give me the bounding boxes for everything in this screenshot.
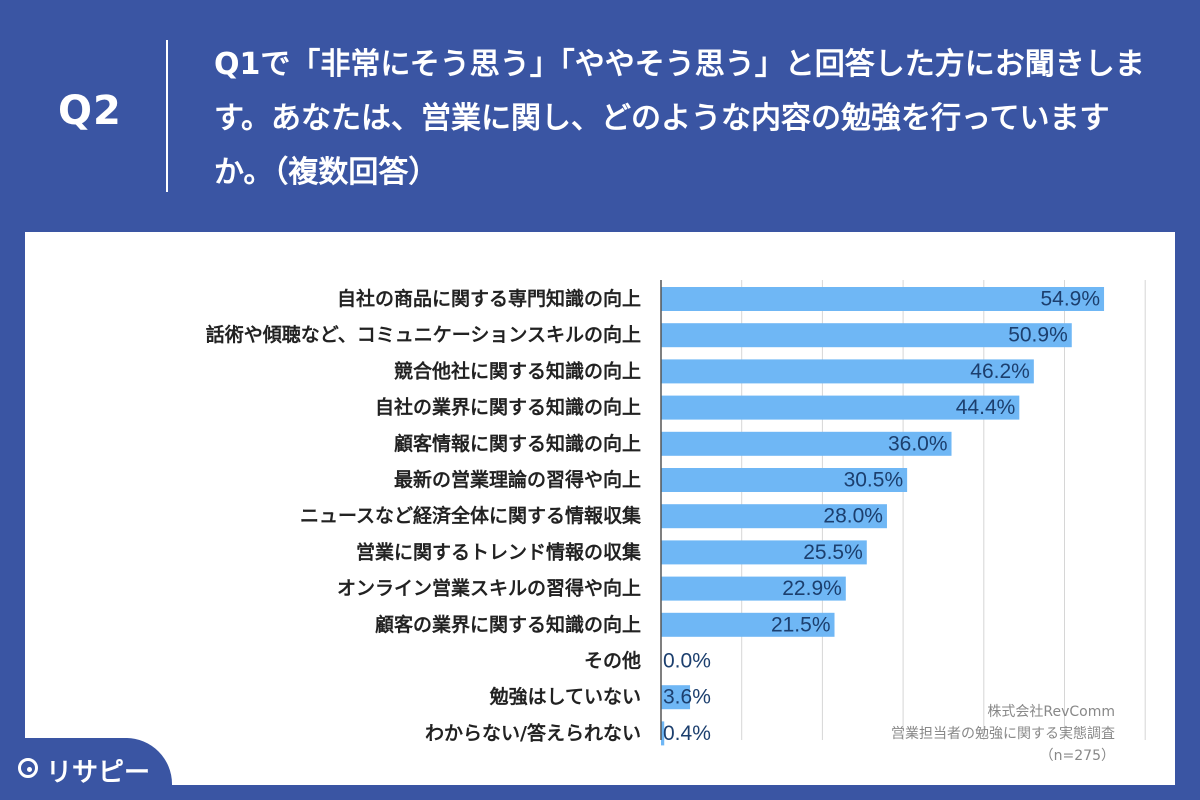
bar: [661, 323, 1072, 348]
source-sample-size: （n=275）: [1039, 748, 1115, 764]
value-label: 21.5%: [771, 613, 831, 636]
bar: [661, 395, 1020, 420]
bar-chart: 自社の商品に関する専門知識の向上 54.9% 話術や傾聴など、コミュニケーションスキ…: [206, 280, 1146, 746]
value-label: 30.5%: [844, 469, 904, 492]
value-label: 28.0%: [823, 505, 883, 528]
value-label: 50.9%: [1008, 324, 1068, 347]
bar: [661, 721, 665, 746]
value-label: 36.0%: [888, 432, 948, 455]
category-label: その他: [584, 649, 641, 672]
brand-logo: リサピー: [0, 738, 172, 800]
header-divider: [166, 40, 168, 192]
category-label: オンライン営業スキルの習得や向上: [337, 577, 641, 600]
bar: [661, 431, 952, 456]
bar: [661, 287, 1105, 311]
category-label: 最新の営業理論の習得や向上: [394, 468, 641, 491]
value-label: 22.9%: [782, 577, 842, 600]
value-label: 0.4%: [663, 722, 711, 745]
category-label: 顧客情報に関する知識の向上: [394, 432, 641, 455]
category-label: 勉強はしていない: [489, 685, 641, 708]
category-label: 話術や傾聴など、コミュニケーションスキルの向上: [206, 323, 641, 346]
value-label: 54.9%: [1040, 288, 1100, 311]
bar: [661, 685, 691, 710]
source-survey: 営業担当者の勉強に関する実態調査: [891, 726, 1115, 742]
logo-text: リサピー: [46, 758, 151, 788]
category-label: 営業に関するトレンド情報の収集: [356, 540, 642, 563]
category-label: ニュースなど経済全体に関する情報収集: [300, 504, 642, 527]
location-pin-icon: [18, 758, 38, 778]
value-label: 25.5%: [803, 541, 863, 564]
question-text: Q1で「非常にそう思う」「ややそう思う」と回答した方にお聞きします。あなたは、営…: [214, 47, 1145, 190]
category-label: わからない/答えられない: [425, 721, 641, 744]
bar: [661, 504, 887, 529]
value-label: 46.2%: [970, 360, 1030, 383]
source-note: 株式会社RevComm 営業担当者の勉強に関する実態調査 （n=275）: [891, 701, 1115, 767]
bar: [661, 359, 1034, 384]
category-label: 顧客の業界に関する知識の向上: [375, 613, 641, 636]
value-label: 44.4%: [956, 396, 1016, 419]
value-label: 3.6%: [663, 686, 711, 709]
category-label: 自社の業界に関する知識の向上: [375, 396, 641, 419]
value-label: 0.0%: [663, 650, 711, 673]
header: Q2 Q1で「非常にそう思う」「ややそう思う」と回答した方にお聞きします。あなた…: [0, 0, 1200, 230]
bar: [661, 576, 846, 601]
chart-panel: 自社の商品に関する専門知識の向上 54.9% 話術や傾聴など、コミュニケーションスキ…: [25, 232, 1175, 785]
source-company: 株式会社RevComm: [987, 704, 1115, 720]
category-label: 競合他社に関する知識の向上: [394, 359, 641, 382]
bar: [661, 612, 835, 637]
question-number: Q2: [58, 88, 122, 134]
bar: [661, 540, 867, 565]
category-label: 自社の商品に関する専門知識の向上: [337, 287, 641, 310]
bar: [661, 468, 908, 492]
